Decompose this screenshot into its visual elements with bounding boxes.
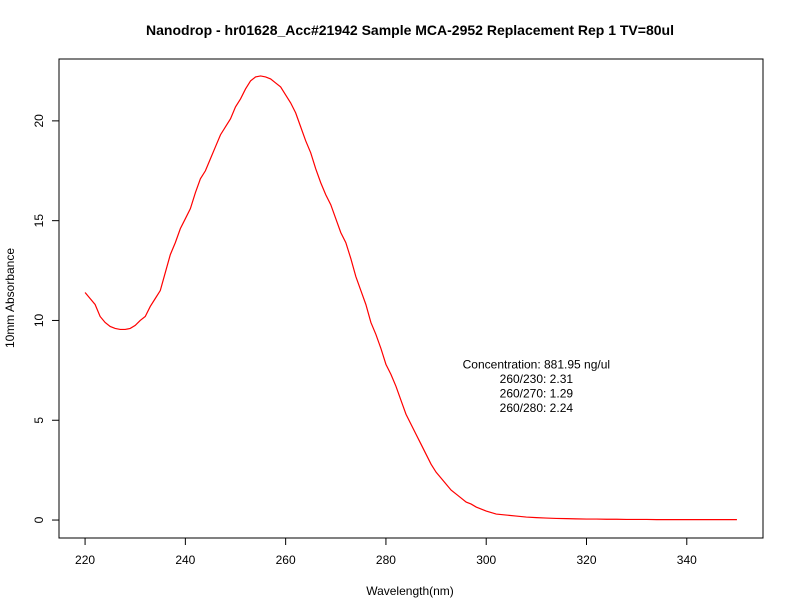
ratio-260-280-text: 260/280: 2.24 <box>500 401 574 415</box>
x-tick-label: 260 <box>276 553 296 567</box>
x-tick-label: 340 <box>677 553 697 567</box>
x-axis: 220 240 260 280 300 320 340 <box>75 538 697 567</box>
y-tick-label: 20 <box>32 114 46 128</box>
ratio-260-270-text: 260/270: 1.29 <box>500 386 574 400</box>
y-tick-label: 15 <box>32 214 46 228</box>
concentration-text: Concentration: 881.95 ng/ul <box>463 357 610 371</box>
ratio-260-230-text: 260/230: 2.31 <box>500 372 574 386</box>
x-tick-label: 220 <box>75 553 95 567</box>
x-tick-label: 280 <box>376 553 396 567</box>
x-tick-label: 240 <box>175 553 195 567</box>
absorbance-series-line <box>84 75 737 521</box>
y-axis: 0 5 10 15 20 <box>32 114 59 523</box>
x-tick-label: 300 <box>476 553 496 567</box>
chart-title: Nanodrop - hr01628_Acc#21942 Sample MCA-… <box>146 22 674 38</box>
y-tick-label: 10 <box>32 313 46 327</box>
stats-annotation: Concentration: 881.95 ng/ul 260/230: 2.3… <box>463 357 610 415</box>
y-axis-label: 10mm Absorbance <box>3 248 17 348</box>
plot-frame <box>58 58 764 539</box>
x-axis-label: Wavelength(nm) <box>366 584 454 598</box>
x-tick-label: 320 <box>576 553 596 567</box>
y-tick-label: 5 <box>32 417 46 424</box>
y-tick-label: 0 <box>32 516 46 523</box>
